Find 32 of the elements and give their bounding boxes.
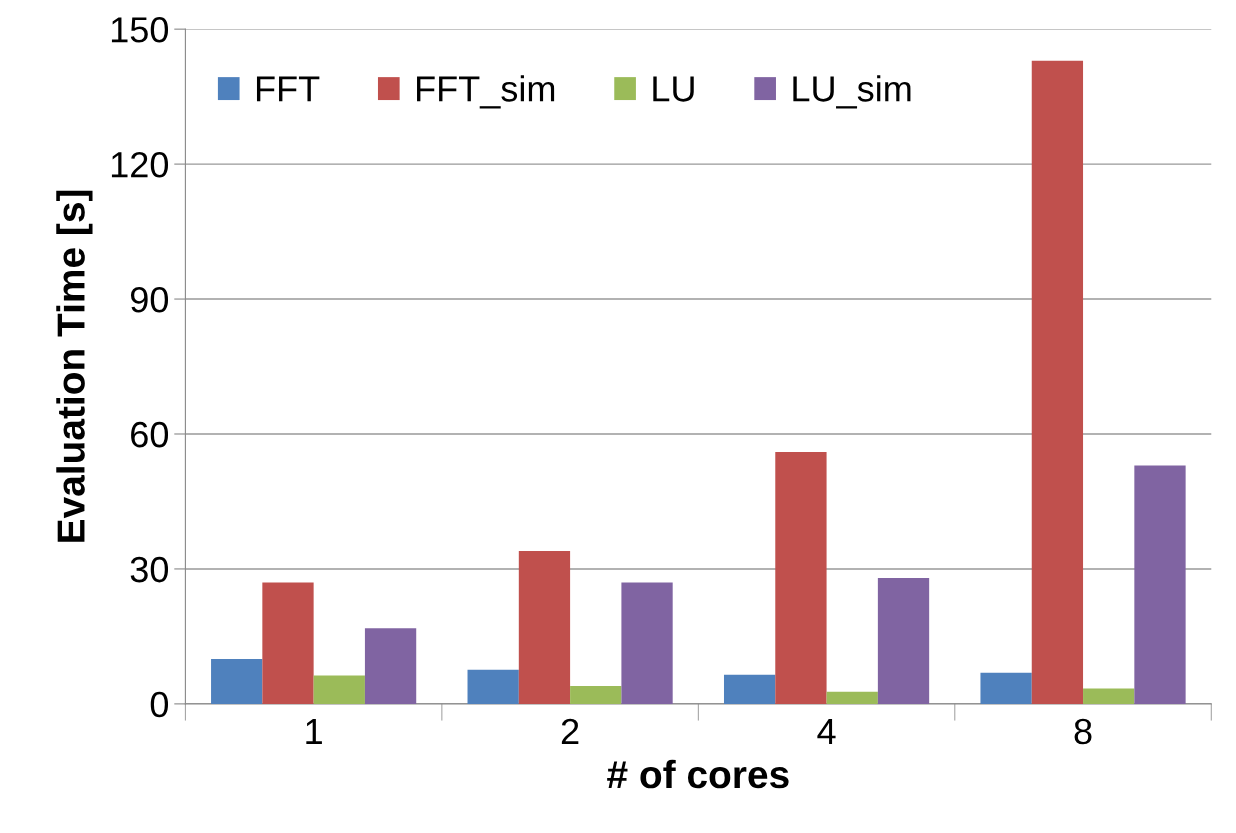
bar xyxy=(313,675,365,704)
bar xyxy=(826,691,878,704)
bar xyxy=(467,669,519,704)
bar xyxy=(1134,465,1186,704)
y-tick-label: 30 xyxy=(130,556,169,583)
bar xyxy=(723,674,776,704)
bar xyxy=(1083,688,1135,704)
x-axis-title: # of cores xyxy=(607,759,789,789)
y-tick-label: 150 xyxy=(111,17,169,43)
y-tick-label: 90 xyxy=(130,286,169,313)
bar xyxy=(211,658,263,704)
y-tick-label: 120 xyxy=(111,151,169,178)
legend-label: FFT_sim xyxy=(417,75,555,109)
bar xyxy=(364,628,417,704)
y-tick-label: 0 xyxy=(150,691,169,718)
x-tick-label: 1 xyxy=(306,719,322,744)
bar xyxy=(775,451,827,704)
bar xyxy=(980,672,1032,704)
legend-label: LU_sim xyxy=(793,75,911,109)
legend-label: FFT xyxy=(256,76,320,102)
bar xyxy=(877,577,930,704)
legend-label: LU xyxy=(653,76,694,102)
x-tick-label: 2 xyxy=(561,718,579,744)
y-tick-label: 60 xyxy=(131,421,169,448)
bar xyxy=(621,582,673,704)
x-tick-label: 8 xyxy=(1074,718,1092,745)
bar xyxy=(262,582,314,704)
x-tick-label: 4 xyxy=(817,719,836,744)
y-axis-title: Evaluation Time [s] xyxy=(56,190,93,542)
bar xyxy=(518,550,571,704)
bar xyxy=(570,685,622,704)
bar xyxy=(1031,60,1084,704)
